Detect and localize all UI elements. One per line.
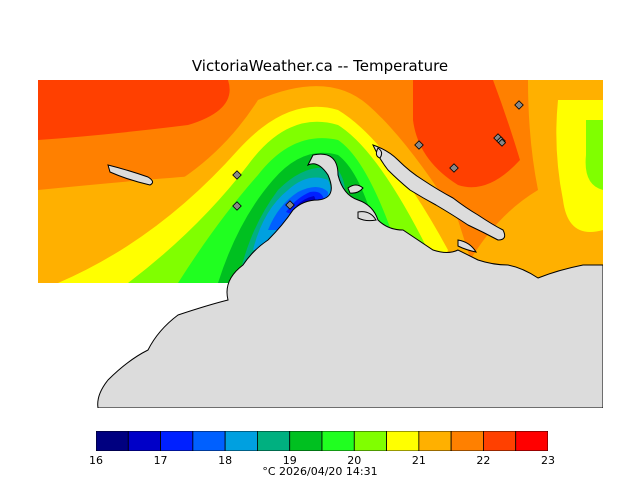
legend-tick-label: 16: [89, 454, 103, 467]
station-marker: [497, 138, 507, 147]
map-title: VictoriaWeather.ca -- Temperature: [191, 57, 449, 75]
legend-swatch: [483, 431, 517, 451]
legend-swatch: [515, 431, 548, 451]
legend-swatch: [289, 431, 323, 451]
island-strip: [107, 164, 154, 186]
legend-swatch: [127, 431, 161, 451]
temp-band-22-left: [38, 80, 230, 140]
legend-tick-label: 22: [476, 454, 491, 467]
station-marker: [449, 163, 459, 173]
legend-tick-label: 18: [218, 454, 233, 467]
footer-caption: °C 2026/04/20 14:31: [0, 465, 640, 478]
unit-label: °C: [262, 465, 276, 478]
station-marker: [514, 100, 524, 110]
legend-swatch: [450, 431, 484, 451]
legend-swatch: [192, 431, 226, 451]
legend-swatch: [96, 431, 129, 451]
timestamp: 2026/04/20 14:31: [279, 465, 378, 478]
legend-swatch: [257, 431, 291, 451]
station-marker: [414, 140, 424, 150]
legend-swatch: [386, 431, 420, 451]
legend-tick-labels: 16 17 18 19 20 21 22 23: [89, 454, 555, 468]
legend-tick-label: 17: [153, 454, 168, 467]
island-small-1: [375, 147, 383, 159]
legend-swatch: [224, 431, 258, 451]
station-marker: [232, 170, 242, 180]
legend-swatch: [160, 431, 194, 451]
legend-tick-label: 21: [411, 454, 426, 467]
legend-swatch: [321, 431, 355, 451]
island-small-4: [457, 239, 478, 253]
legend-tick-label: 19: [282, 454, 297, 467]
temp-band-20-right: [585, 120, 603, 190]
legend-tick-label: 20: [347, 454, 362, 467]
island-small-2: [347, 184, 364, 194]
temperature-map: [38, 80, 603, 408]
color-legend: [96, 431, 548, 451]
island-chain: [372, 144, 506, 241]
land-mass: [97, 153, 603, 408]
legend-swatch: [353, 431, 387, 451]
island-small-3: [357, 211, 377, 222]
station-markers: [232, 100, 524, 211]
station-marker: [232, 201, 242, 211]
legend-swatch: [418, 431, 452, 451]
station-marker: [285, 200, 295, 210]
legend-tick-label: 23: [541, 454, 555, 467]
temp-band-22-right: [413, 80, 520, 188]
